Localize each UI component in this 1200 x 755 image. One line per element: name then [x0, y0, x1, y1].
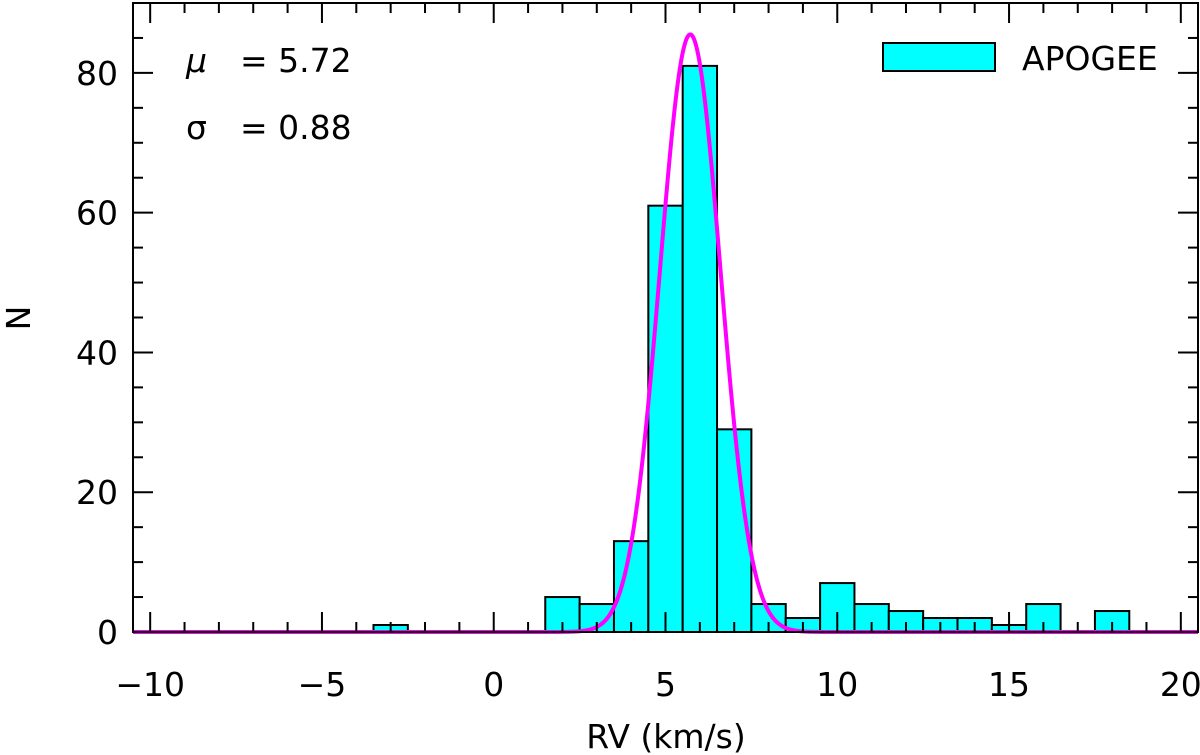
x-tick-label: 10 [816, 665, 858, 704]
x-tick-label: 20 [1160, 665, 1200, 704]
legend-label-apogee: APOGEE [1022, 39, 1158, 78]
mu-value: = 5.72 [240, 41, 352, 80]
y-tick-label: 0 [97, 613, 118, 652]
histogram-bar [647, 204, 684, 634]
mu-symbol: μ [185, 41, 207, 80]
x-tick-labels: −10 −5 0 5 10 15 20 [115, 665, 1200, 704]
y-tick-label: 20 [76, 473, 118, 512]
y-tick-label: 80 [76, 54, 118, 93]
y-tick-labels: 0 20 40 60 80 [76, 54, 118, 652]
x-tick-label: −10 [115, 665, 185, 704]
y-tick-label: 60 [76, 194, 118, 233]
sigma-symbol: σ [186, 108, 207, 147]
y-tick-label: 40 [76, 333, 118, 372]
x-tick-label: 15 [988, 665, 1030, 704]
histogram-bar [716, 428, 753, 634]
x-axis-label: RV (km/s) [586, 717, 746, 755]
x-tick-label: 0 [483, 665, 504, 704]
legend: APOGEE [882, 39, 1158, 78]
legend-swatch-apogee [882, 42, 996, 72]
histogram-bar [612, 540, 650, 634]
axis-ticks [133, 3, 1198, 633]
stat-annotation-mu: μ = 5.72 [185, 41, 352, 80]
x-tick-label: −5 [298, 665, 347, 704]
stat-annotation-sigma: σ = 0.88 [186, 108, 352, 147]
y-axis-label: N [0, 306, 38, 331]
x-tick-label: 5 [655, 665, 676, 704]
sigma-value: = 0.88 [240, 108, 352, 147]
